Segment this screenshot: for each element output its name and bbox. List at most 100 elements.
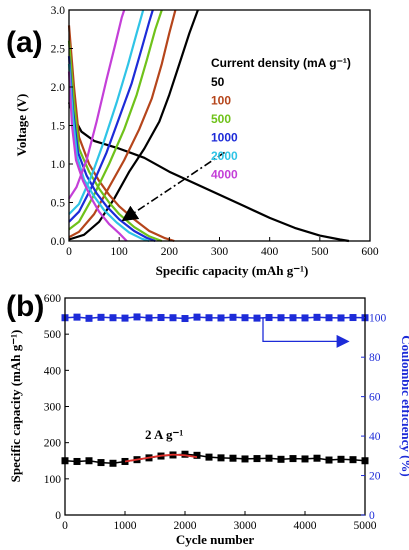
y-tick-label: 600: [44, 293, 62, 305]
y-tick-label: 200: [44, 438, 62, 450]
specific-capacity-point: [265, 454, 273, 462]
coulombic-efficiency-point: [217, 314, 225, 322]
series-500-discharge-line: [67, 40, 163, 243]
y-tick-label: 500: [44, 329, 62, 341]
series-1000-discharge-line: [67, 56, 156, 243]
coulombic-efficiency-point: [169, 314, 177, 322]
panel-a-plot-area: [67, 9, 350, 243]
panel-b-y2-axis-title: Coulombic efficiency (%): [399, 335, 409, 477]
coulombic-efficiency-point: [349, 314, 357, 322]
y2-tick-label: 60: [369, 392, 381, 404]
y-tick-label: 0: [55, 510, 61, 522]
legend-entry-100: 100: [211, 94, 231, 108]
panel-a-x-axis-title: Specific capacity (mAh g⁻¹): [156, 263, 309, 278]
right-axis-pointer-arrow: [262, 317, 350, 348]
series-100-discharge-line: [67, 25, 175, 243]
series-500-charge-line: [68, 9, 163, 231]
coulombic-efficiency-point: [193, 313, 201, 321]
x-tick-label: 5000: [354, 520, 377, 532]
series-4000-discharge-line: [67, 71, 128, 242]
coulombic-efficiency-point: [277, 314, 285, 322]
coulombic-efficiency-point: [289, 314, 297, 322]
coulombic-efficiency-point: [85, 314, 93, 322]
y-tick-label: 0.0: [51, 236, 66, 248]
capacity-trend-line: [124, 453, 198, 463]
specific-capacity-point: [277, 455, 285, 463]
x-tick-label: 3000: [234, 520, 257, 532]
x-tick-label: 4000: [294, 520, 317, 532]
specific-capacity-point: [313, 454, 321, 462]
series-100-charge-line: [68, 9, 177, 239]
y-tick-label: 1.5: [51, 121, 66, 133]
specific-capacity-point: [205, 453, 213, 461]
y-tick-label: 400: [44, 365, 62, 377]
panel-b-plot-area: [61, 313, 369, 467]
x-tick-label: 500: [311, 246, 329, 258]
coulombic-efficiency-point: [253, 314, 261, 322]
specific-capacity-point: [217, 454, 225, 462]
decreasing-rate-arrow: [121, 151, 225, 222]
y-tick-label: 0.5: [51, 198, 66, 210]
x-tick-label: 0: [66, 246, 72, 258]
specific-capacity-point: [289, 455, 297, 463]
coulombic-efficiency-point: [337, 314, 345, 322]
coulombic-efficiency-point: [265, 314, 273, 322]
y-tick-label: 100: [44, 474, 62, 486]
coulombic-efficiency-point: [301, 314, 309, 322]
x-tick-label: 2000: [174, 520, 197, 532]
specific-capacity-point: [85, 457, 93, 465]
coulombic-efficiency-point: [109, 314, 117, 322]
coulombic-efficiency-point: [97, 313, 105, 321]
x-tick-label: 300: [211, 246, 229, 258]
legend-title: Current density (mA g⁻¹): [211, 56, 351, 70]
y2-tick-label: 20: [369, 471, 381, 483]
panel-a-y-ticks: 0.0 0.5 1.0 1.5 2.0 2.5 3.0: [51, 5, 73, 248]
y-tick-label: 1.0: [51, 159, 66, 171]
y2-tick-label: 0: [369, 510, 375, 522]
coulombic-efficiency-point: [313, 313, 321, 321]
panel-b-x-axis-title: Cycle number: [176, 532, 255, 547]
series-2000-charge-line: [68, 9, 145, 215]
y2-tick-label: 100: [369, 313, 387, 325]
panel-a-chart: (a) 0 100 200 300 400 500 600 0.0 0.5 1.0 1.5 2.0 2…: [6, 5, 379, 278]
series-2000-discharge-line: [67, 63, 150, 243]
x-tick-label: 0: [62, 520, 68, 532]
panel-b-x-ticks: 0 1000 2000 3000 4000 5000: [62, 511, 377, 532]
coulombic-efficiency-point: [181, 315, 189, 323]
specific-capacity-point: [73, 457, 81, 465]
panel-a-y-axis-title: Voltage (V): [14, 94, 29, 157]
coulombic-efficiency-point: [241, 314, 249, 322]
panel-b-y-ticks: 0 100 200 300 400 500 600: [44, 293, 69, 522]
coulombic-efficiency-point: [205, 314, 213, 322]
panel-b-y2-ticks: 0 20 40 60 80 100: [361, 313, 387, 522]
coulombic-efficiency-point: [73, 313, 81, 321]
panel-b-y-axis-title: Specific capacity (mAh g⁻¹): [8, 330, 23, 483]
series-4000-charge-line: [68, 9, 126, 200]
x-tick-label: 400: [261, 246, 279, 258]
panel-a-legend: 50 100 500 1000 2000 4000: [211, 75, 238, 182]
coulombic-efficiency-point: [157, 314, 165, 322]
panel-b-frame: [64, 297, 366, 516]
y-tick-label: 300: [44, 402, 62, 414]
specific-capacity-point: [109, 459, 117, 467]
x-tick-label: 1000: [114, 520, 137, 532]
specific-capacity-point: [97, 459, 105, 467]
coulombic-efficiency-point: [121, 314, 129, 322]
panel-a-letter: (a): [6, 26, 43, 59]
panel-b-letter: (b): [6, 290, 44, 323]
coulombic-efficiency-point: [133, 313, 141, 321]
series-50-discharge-line: [67, 102, 350, 243]
legend-entry-2000: 2000: [211, 149, 238, 163]
coulombic-efficiency-point: [145, 314, 153, 322]
coulombic-efficiency-point: [325, 314, 333, 322]
current-density-annotation: 2 A g⁻¹: [145, 427, 183, 442]
specific-capacity-point: [325, 456, 333, 464]
specific-capacity-point: [193, 451, 201, 459]
y2-tick-label: 80: [369, 352, 381, 364]
specific-capacity-point: [301, 455, 309, 463]
legend-entry-50: 50: [211, 75, 225, 89]
x-tick-label: 100: [111, 246, 129, 258]
y-tick-label: 2.0: [51, 82, 66, 94]
x-tick-label: 600: [361, 246, 379, 258]
